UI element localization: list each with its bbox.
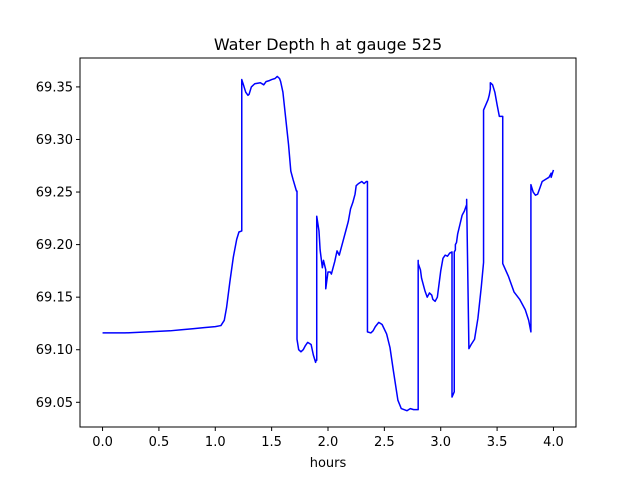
x-tick-label: 1.5 bbox=[261, 435, 282, 450]
y-tick-label: 69.10 bbox=[36, 343, 73, 358]
x-tick-label: 3.5 bbox=[487, 435, 508, 450]
series-line-0 bbox=[102, 75, 555, 412]
x-tick-label: 0.5 bbox=[149, 435, 170, 450]
series-layer bbox=[102, 75, 555, 412]
y-tick-label: 69.30 bbox=[36, 133, 73, 148]
chart-title: Water Depth h at gauge 525 bbox=[214, 35, 442, 54]
y-tick-label: 69.15 bbox=[36, 291, 73, 306]
y-tick-label: 69.25 bbox=[36, 186, 73, 201]
x-tick-label: 2.5 bbox=[374, 435, 395, 450]
y-tick-label: 69.20 bbox=[36, 238, 73, 253]
x-axis-label: hours bbox=[310, 456, 347, 471]
y-axis: 69.05 69.10 69.15 69.20 69.25 69.30 69.35 bbox=[36, 80, 80, 411]
x-tick-label: 0.0 bbox=[92, 435, 113, 450]
x-tick-label: 1.0 bbox=[205, 435, 226, 450]
y-tick-label: 69.05 bbox=[36, 396, 73, 411]
x-tick-label: 2.0 bbox=[318, 435, 339, 450]
x-tick-label: 4.0 bbox=[543, 435, 564, 450]
y-tick-label: 69.35 bbox=[36, 80, 73, 95]
x-axis: 0.0 0.5 1.0 1.5 2.0 2.5 3.0 3.5 4.0 bbox=[92, 427, 564, 450]
x-tick-label: 3.0 bbox=[430, 435, 451, 450]
